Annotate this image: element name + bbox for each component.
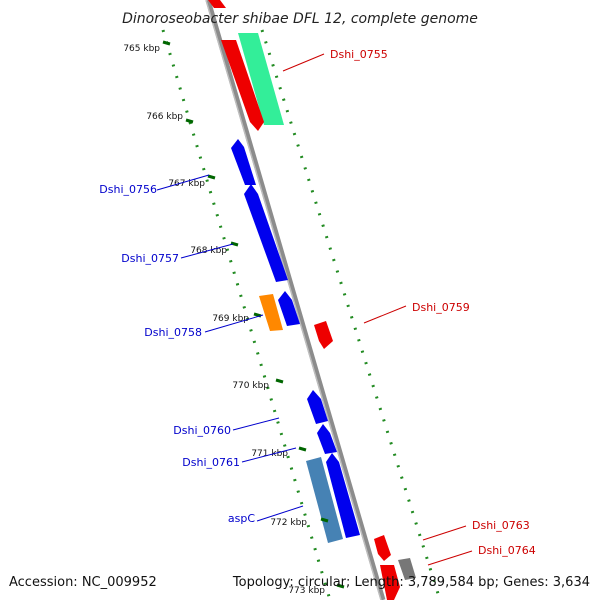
kbp-tick-mark [336,583,345,589]
kbp-tick-label: 766 kbp [146,112,183,122]
gene-label-leader [256,505,304,522]
gene-label-reverse[interactable]: Dshi_0760 [173,424,231,437]
accession-text: Accession: NC_009952 [9,575,157,590]
gene-dshi-0758-orange[interactable] [259,294,283,331]
genome-backbone-highlight [205,0,382,600]
gene-label-reverse[interactable]: Dshi_0756 [99,183,157,196]
kbp-tick-mark [320,517,329,523]
gene-gray[interactable] [398,558,416,580]
gene-label-forward[interactable]: Dshi_0755 [330,48,388,61]
gene-label-forward[interactable]: Dshi_0764 [478,544,536,557]
kbp-tick-label: 769 kbp [212,314,249,324]
gene-features [208,0,416,600]
gene-dshi-0761[interactable] [317,424,337,454]
gene-label-reverse[interactable]: aspC [228,512,255,525]
gene-label-reverse[interactable]: Dshi_0757 [121,252,179,265]
gene-dshi-0764[interactable] [380,565,400,600]
gene-dshi-0759[interactable] [314,321,333,349]
gene-label-leader [204,314,264,333]
kbp-tick-label: 770 kbp [232,381,269,391]
gene-dshi-0755-rna[interactable] [238,33,284,125]
gene-aspc[interactable] [306,457,343,543]
gene-label-leader [427,550,473,566]
kbp-tick-mark [162,40,171,46]
genome-title: Dinoroseobacter shibae DFL 12, complete … [122,11,478,27]
gene-dshi-0755[interactable] [221,40,264,131]
gene-label-leader [363,305,407,324]
genome-backbone [205,0,386,600]
kbp-tick-mark [230,241,239,247]
genome-summary-text: Topology: circular; Length: 3,789,584 bp… [232,575,590,590]
gene-dshi-0757[interactable] [244,184,288,282]
gene-dshi-0756[interactable] [231,139,256,185]
gene-dshi-0762[interactable] [326,453,360,538]
gene-label-forward[interactable]: Dshi_0759 [412,301,470,314]
kbp-tick-mark [298,446,307,452]
gene-label-leader [241,447,297,463]
kbp-tick-label: 765 kbp [123,44,160,54]
gene-dshi-0754[interactable] [208,0,226,8]
gene-label-leader [180,243,234,259]
gene-label-leader [282,53,325,72]
gene-dshi-0760[interactable] [307,390,328,424]
gene-labels: Dshi_0755 Dshi_0759 Dshi_0763 Dshi_0764 Dshi… [99,48,536,566]
gene-label-reverse[interactable]: Dshi_0761 [182,456,240,469]
kbp-tick-label: 772 kbp [270,518,307,528]
kbp-tick-label: 767 kbp [168,179,205,189]
kbp-tick-label: 773 kbp [288,586,325,596]
gene-label-leader [422,525,467,541]
kbp-tick-mark [207,174,216,180]
gene-label-forward[interactable]: Dshi_0763 [472,519,530,532]
gene-label-leader [232,417,280,431]
kbp-tick-mark [275,378,284,384]
kbp-tick-label: 771 kbp [251,449,288,459]
kbp-tick-mark [185,118,194,124]
gene-dshi-0758[interactable] [278,291,300,326]
gene-label-leader [156,174,210,191]
gene-dshi-0763[interactable] [374,535,391,561]
gene-label-reverse[interactable]: Dshi_0758 [144,326,202,339]
